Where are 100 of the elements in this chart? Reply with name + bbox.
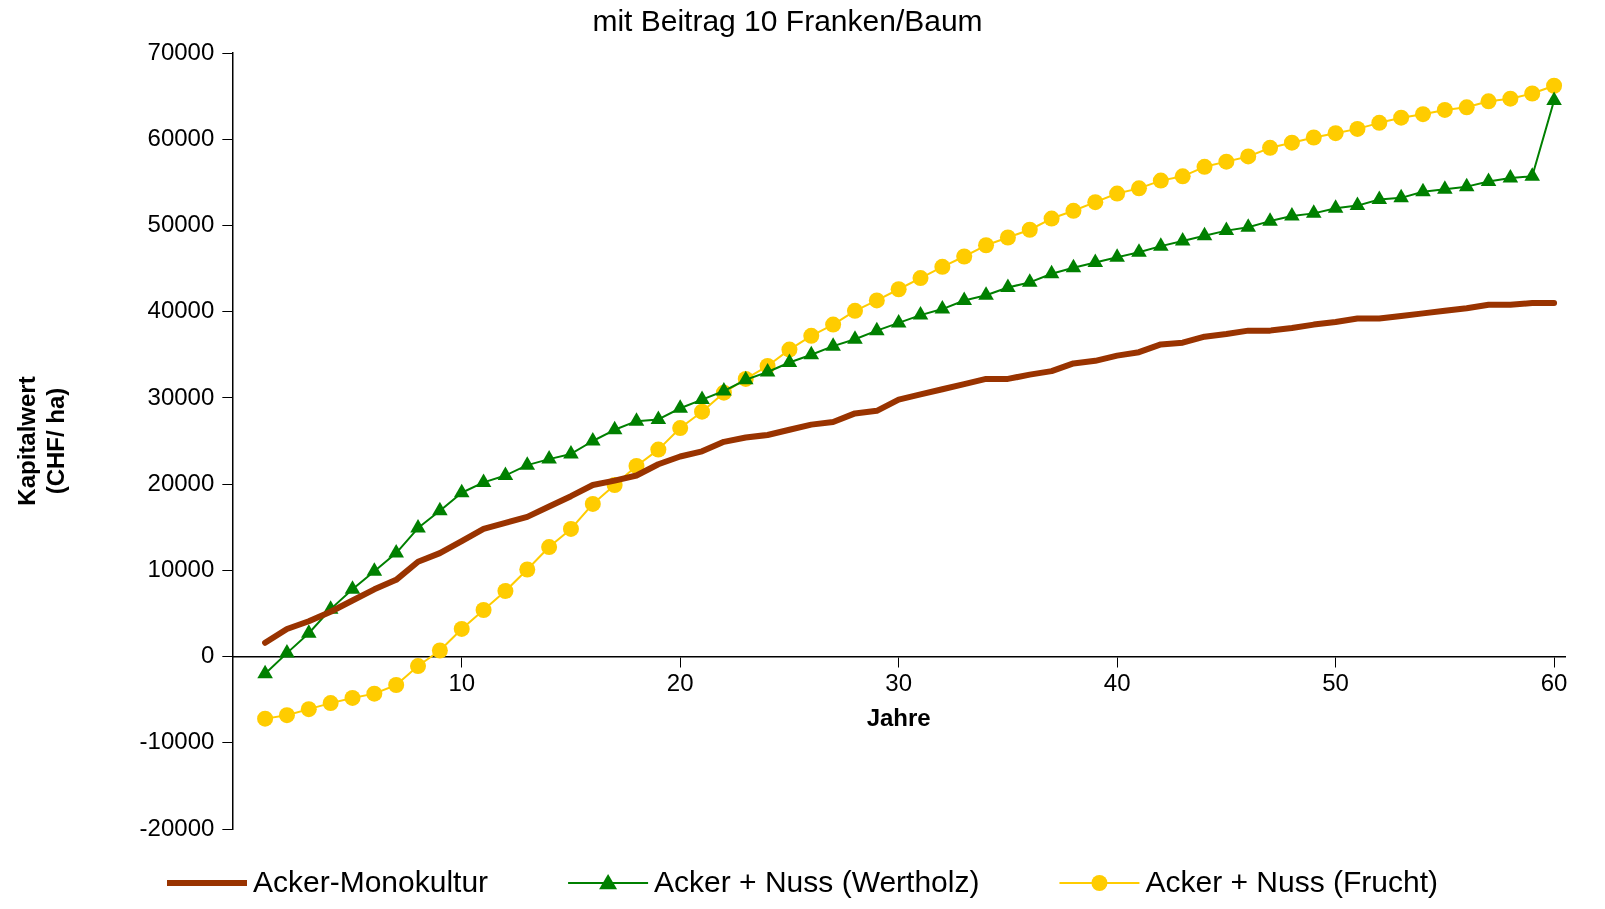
y-tick-label: 10000: [147, 554, 215, 582]
point: [1371, 114, 1388, 131]
point: [1524, 167, 1541, 181]
point: [1546, 77, 1563, 94]
point: [1437, 180, 1453, 194]
y-tick-label: -20000: [139, 813, 215, 841]
x-tick-label: 10: [448, 668, 476, 696]
point: [1480, 172, 1497, 186]
point: [1240, 148, 1257, 165]
point: [890, 281, 907, 298]
point: [1130, 180, 1147, 197]
x-axis-title: Jahre: [866, 704, 931, 732]
point: [650, 441, 667, 458]
point: [650, 410, 667, 424]
point: [366, 562, 383, 576]
point: [257, 710, 274, 727]
legend-label: Acker + Nuss (Wertholz): [654, 865, 980, 899]
point: [431, 642, 448, 659]
point: [956, 248, 973, 265]
point: [585, 432, 601, 446]
point: [1240, 218, 1257, 232]
x-tick-label: 50: [1322, 668, 1349, 696]
legend-label: Acker-Monokultur: [253, 865, 489, 899]
point: [541, 539, 558, 556]
point: [934, 258, 951, 275]
point: [1218, 153, 1235, 170]
point: [1196, 226, 1213, 241]
point: [1414, 106, 1431, 123]
y-tick-label: 20000: [147, 468, 215, 496]
point: [912, 306, 929, 320]
point: [1131, 243, 1147, 257]
point: [1480, 93, 1497, 110]
point: [672, 399, 688, 413]
point: [563, 444, 579, 459]
point: [1436, 101, 1453, 118]
point: [825, 337, 841, 351]
point: [1065, 202, 1082, 219]
point: [1327, 125, 1344, 142]
point: [1021, 273, 1038, 287]
point: [1262, 212, 1278, 226]
point: [803, 345, 820, 360]
point: [1087, 194, 1104, 211]
point: [868, 292, 885, 309]
point: [497, 583, 514, 600]
point: [759, 363, 776, 377]
point: [562, 520, 579, 537]
point: [1371, 190, 1388, 205]
legend-label: Acker + Nuss (Frucht): [1145, 865, 1438, 899]
point: [541, 450, 557, 464]
point: [322, 695, 339, 712]
point: [1218, 221, 1235, 236]
chart-title: mit Beitrag 10 Franken/Baum: [592, 4, 983, 38]
x-tick-label: 60: [1540, 668, 1568, 696]
point: [716, 381, 732, 396]
point: [1174, 168, 1191, 185]
point: [694, 390, 710, 405]
x-tick-label: 20: [666, 668, 694, 696]
y-tick-label: 40000: [147, 296, 215, 324]
point: [1284, 206, 1300, 221]
point: [279, 644, 295, 658]
point: [869, 321, 885, 336]
point: [672, 420, 689, 437]
point: [999, 229, 1016, 246]
point: [1000, 278, 1016, 293]
point: [1065, 258, 1082, 273]
point: [1283, 134, 1300, 151]
point: [694, 403, 711, 420]
point: [1393, 188, 1409, 203]
point: [388, 677, 405, 694]
point: [846, 302, 863, 319]
point: [1305, 204, 1322, 218]
point: [1327, 199, 1344, 213]
point: [803, 327, 820, 344]
point: [1043, 264, 1060, 279]
point: [890, 313, 907, 328]
point: [1546, 91, 1562, 105]
point: [1196, 158, 1213, 175]
point: [1174, 231, 1191, 246]
point: [978, 237, 995, 254]
y-axis-title: Kapitalwert (CHF/ ha): [13, 376, 69, 506]
point: [825, 316, 842, 333]
point: [1021, 221, 1038, 238]
point: [1087, 253, 1104, 268]
point: [1458, 99, 1475, 116]
x-tick-label: 30: [885, 668, 913, 696]
point: [497, 466, 514, 480]
point: [1109, 185, 1126, 202]
point: [1043, 210, 1060, 227]
point: [278, 707, 295, 724]
y-tick-label: 70000: [147, 37, 215, 65]
point: [1349, 196, 1366, 211]
point: [475, 473, 492, 487]
point: [1524, 85, 1541, 102]
point: [1502, 90, 1519, 107]
point: [432, 501, 448, 516]
point: [978, 286, 994, 300]
point: [519, 561, 536, 578]
point: [344, 580, 361, 594]
point: [388, 544, 404, 558]
point: [344, 689, 361, 706]
